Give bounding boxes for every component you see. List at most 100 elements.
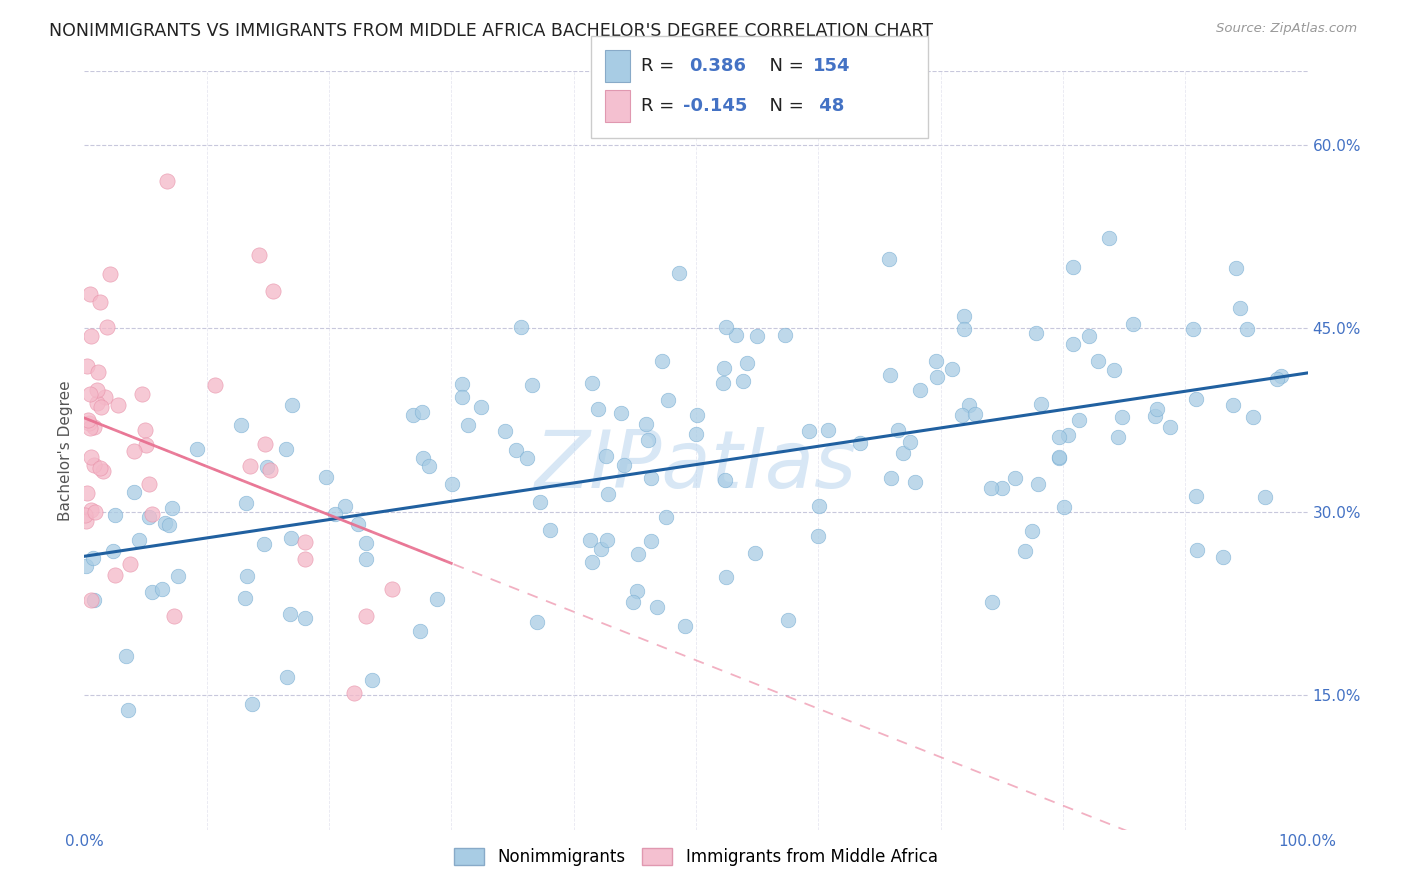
Point [80, 329, 103, 343]
Point [253, 537, 276, 551]
Point [1102, 363, 1125, 377]
Point [153, 516, 176, 530]
Point [1225, 261, 1247, 276]
Point [426, 591, 449, 606]
Point [274, 442, 297, 456]
Text: Source: ZipAtlas.com: Source: ZipAtlas.com [1216, 22, 1357, 36]
Point [104, 568, 127, 582]
Text: NONIMMIGRANTS VS IMMIGRANTS FROM MIDDLE AFRICA BACHELOR'S DEGREE CORRELATION CHA: NONIMMIGRANTS VS IMMIGRANTS FROM MIDDLE … [49, 22, 934, 40]
Point [135, 438, 157, 452]
Point [1254, 490, 1277, 504]
Point [668, 266, 690, 280]
Point [104, 508, 127, 523]
Point [609, 406, 631, 420]
Point [236, 569, 259, 583]
Point [101, 544, 124, 558]
Point [581, 376, 603, 390]
Point [965, 407, 987, 421]
Point [1185, 543, 1208, 558]
Point [90, 401, 112, 415]
Point [343, 686, 366, 700]
Point [1241, 410, 1264, 425]
Point [520, 378, 543, 392]
Point [925, 369, 948, 384]
Point [138, 509, 160, 524]
Point [156, 174, 179, 188]
Point [163, 609, 186, 624]
Point [134, 424, 156, 438]
Point [347, 517, 370, 532]
Point [141, 584, 163, 599]
Point [122, 444, 145, 458]
Point [1122, 318, 1144, 332]
Point [89, 295, 111, 310]
Point [1087, 354, 1109, 368]
Point [651, 353, 673, 368]
Point [402, 408, 425, 422]
Point [315, 469, 337, 483]
Point [879, 470, 901, 484]
Point [294, 535, 316, 549]
Point [73, 508, 96, 523]
Point [538, 523, 561, 537]
Point [685, 426, 707, 441]
Point [655, 509, 678, 524]
Point [980, 482, 1002, 496]
Point [1182, 322, 1205, 336]
Point [1270, 369, 1292, 384]
Point [1052, 500, 1074, 514]
Point [957, 398, 980, 412]
Point [589, 542, 612, 557]
Point [510, 320, 533, 334]
Point [1144, 409, 1167, 423]
Point [83, 505, 105, 519]
Point [724, 328, 747, 343]
Point [735, 355, 758, 369]
Point [80, 593, 103, 607]
Point [908, 383, 931, 397]
Point [505, 442, 527, 457]
Point [799, 425, 821, 439]
Point [637, 433, 659, 447]
Text: R =: R = [641, 57, 681, 75]
Point [141, 507, 163, 521]
Point [83, 458, 105, 472]
Point [1028, 477, 1050, 491]
Point [79, 287, 101, 301]
Point [120, 557, 142, 571]
Point [166, 568, 188, 582]
Y-axis label: Bachelor's Degree: Bachelor's Degree [58, 380, 73, 521]
Point [613, 458, 636, 473]
Point [1212, 549, 1234, 564]
Point [80, 450, 103, 464]
Point [381, 582, 404, 596]
Point [418, 459, 440, 474]
Point [1056, 428, 1078, 442]
Point [131, 386, 153, 401]
Point [412, 451, 434, 466]
Point [713, 360, 735, 375]
Point [240, 697, 263, 711]
Point [1222, 399, 1244, 413]
Point [409, 624, 432, 638]
Point [354, 535, 377, 549]
Point [686, 408, 709, 422]
Point [731, 374, 754, 388]
Point [451, 377, 474, 392]
Point [89, 461, 111, 475]
Point [627, 547, 650, 561]
Point [98, 267, 121, 281]
Point [925, 354, 948, 368]
Point [280, 531, 302, 545]
Point [1021, 524, 1043, 538]
Point [578, 533, 600, 547]
Point [138, 476, 160, 491]
Point [773, 328, 796, 343]
Point [516, 450, 538, 465]
Point [1047, 450, 1070, 465]
Point [77, 416, 100, 430]
Point [411, 405, 433, 419]
Point [817, 423, 839, 437]
Point [595, 449, 617, 463]
Point [117, 703, 139, 717]
